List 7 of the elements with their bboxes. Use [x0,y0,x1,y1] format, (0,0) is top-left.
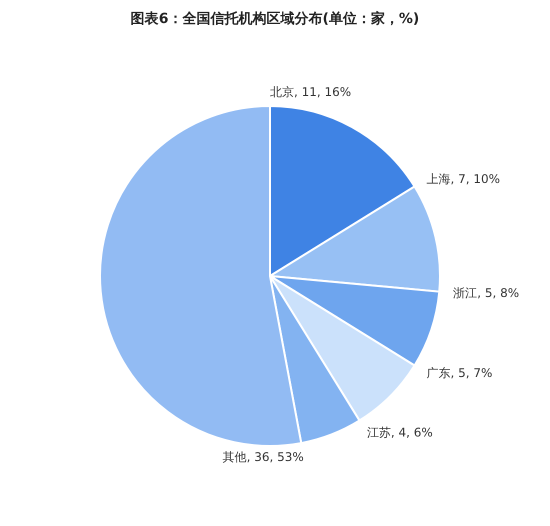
slice-label: 浙江, 5, 8% [453,286,520,300]
slice-label: 北京, 11, 16% [270,85,352,99]
slice-label: 上海, 7, 10% [426,172,500,186]
slice-label: 广东, 5, 7% [426,366,492,380]
slice-label: 江苏, 4, 6% [366,425,433,440]
chart-title: 图表6：全国信托机构区域分布(单位：家，%) [130,10,420,27]
slice-label: 其他, 36, 53% [222,450,304,464]
